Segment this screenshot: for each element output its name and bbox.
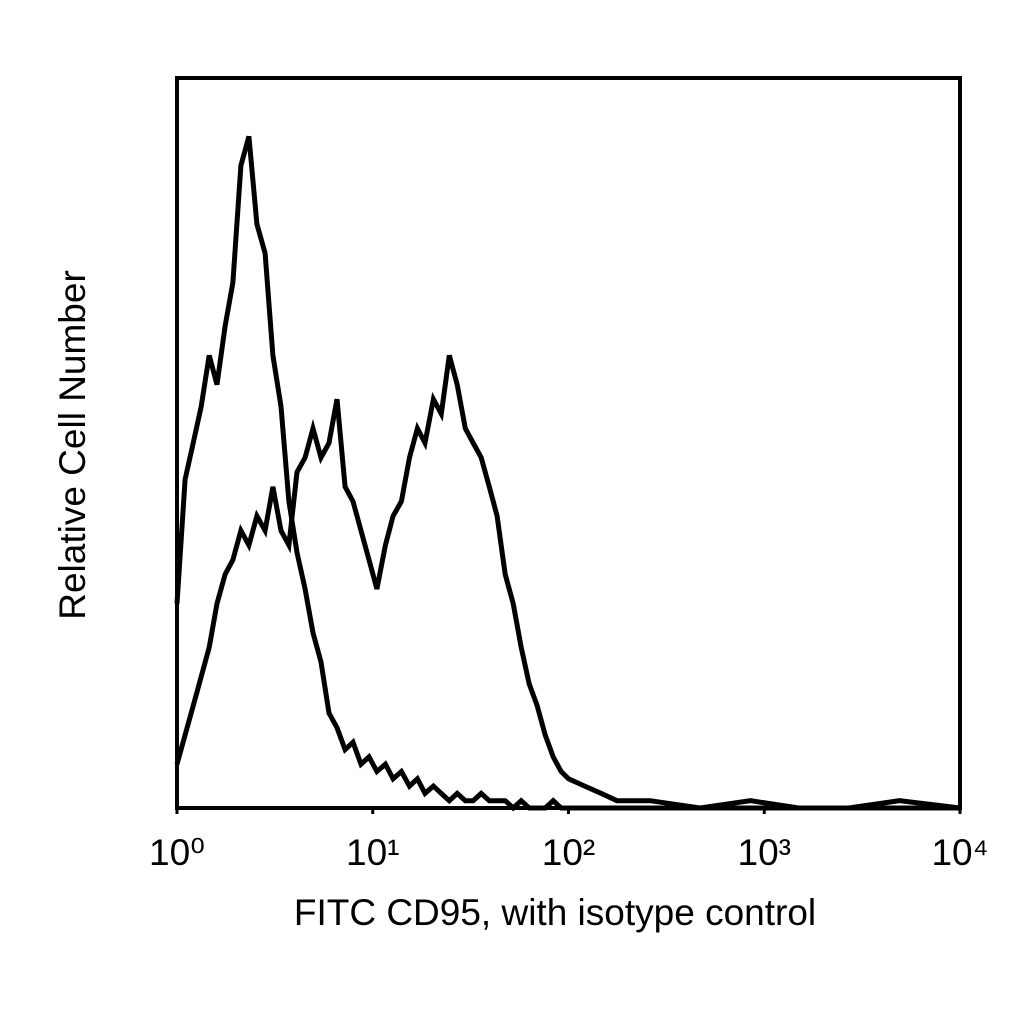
series-line bbox=[174, 135, 960, 812]
plot-frame bbox=[175, 76, 962, 810]
y-axis-label: Relative Cell Number bbox=[52, 270, 93, 620]
x-tick-label: 10³ bbox=[738, 832, 791, 873]
x-tick-label: 10¹ bbox=[346, 832, 399, 873]
x-axis-label: FITC CD95, with isotype control bbox=[294, 892, 816, 933]
x-tick-label: 10² bbox=[542, 832, 595, 873]
x-tick-label: 10⁰ bbox=[149, 832, 205, 873]
x-tick-label: 10⁴ bbox=[931, 832, 988, 873]
series-line bbox=[174, 354, 961, 811]
